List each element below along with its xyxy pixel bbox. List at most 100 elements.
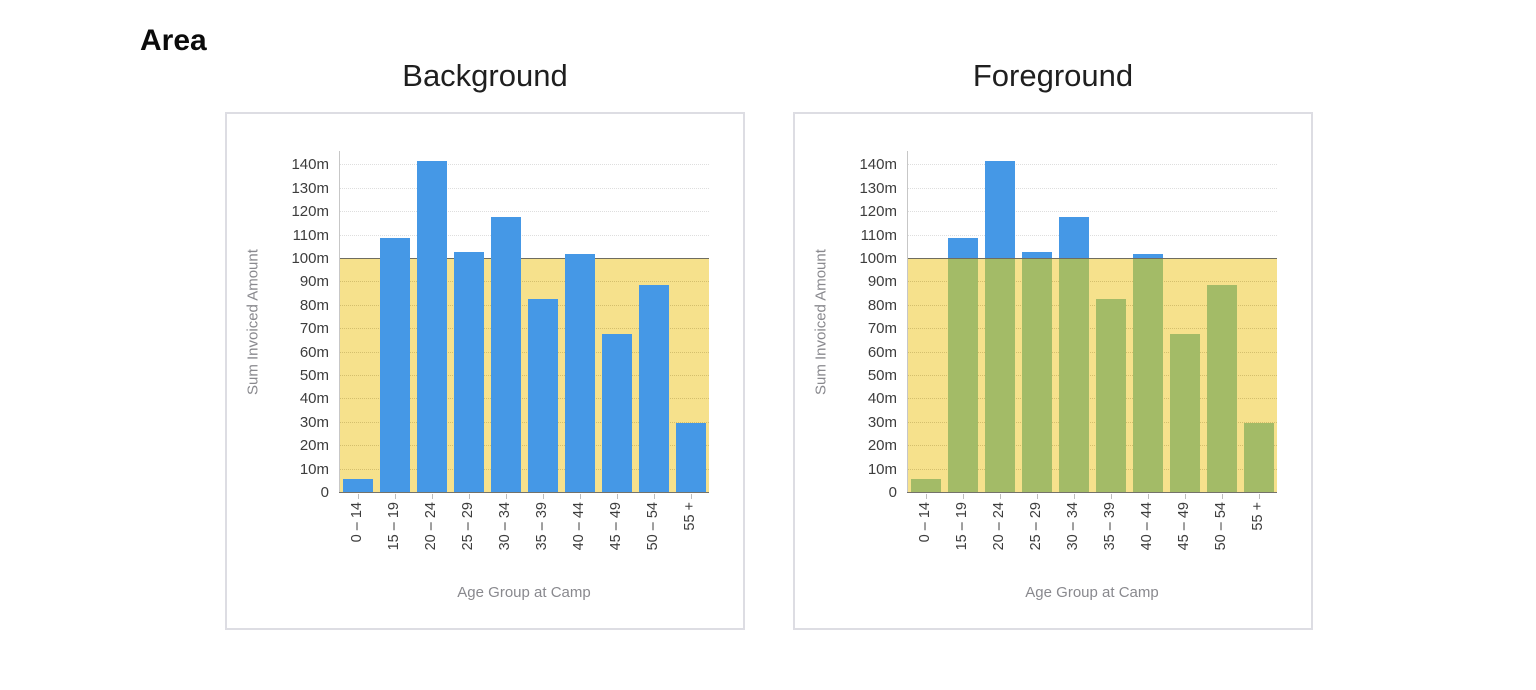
bar-upper xyxy=(453,251,484,259)
bar-upper xyxy=(564,254,595,259)
gridline xyxy=(907,164,1277,166)
x-tick xyxy=(999,494,1001,499)
y-tick-label: 90m xyxy=(867,273,897,291)
gridline-faint xyxy=(907,375,1277,376)
y-tick-label: 110m xyxy=(860,226,897,244)
x-tick xyxy=(542,494,544,499)
x-axis-title: Age Group at Camp xyxy=(457,584,591,601)
gridline-faint xyxy=(907,304,1277,306)
gridline-faint xyxy=(907,468,1277,470)
x-tick-label: 30 – 34 xyxy=(1064,502,1081,551)
bar-upper xyxy=(416,160,447,259)
y-tick-label: 120m xyxy=(291,203,329,221)
y-tick-label: 30m xyxy=(299,413,329,431)
gridline-faint xyxy=(339,351,709,353)
x-tick-label: 40 – 44 xyxy=(570,502,587,551)
x-tick xyxy=(1184,494,1186,499)
bar xyxy=(1132,259,1163,493)
plot-area xyxy=(907,151,1277,493)
chart-panel-background: Background 0 10m 20m 30m 40m 50m 60m 70m 80m 90m 1… xyxy=(225,50,745,630)
bar xyxy=(564,259,595,493)
x-tick-label: 15 – 19 xyxy=(385,502,402,551)
x-tick-label: 55 + xyxy=(681,502,698,531)
y-tick-label: 80m xyxy=(299,296,329,314)
y-tick-label: 10m xyxy=(299,460,329,478)
gridline-faint xyxy=(339,328,709,330)
gridline xyxy=(907,187,1277,189)
x-tick-label: 30 – 34 xyxy=(496,502,513,551)
gridline-faint xyxy=(907,421,1277,423)
x-tick xyxy=(468,494,470,499)
x-tick-label: 20 – 24 xyxy=(990,502,1007,551)
bar xyxy=(1169,333,1200,493)
gridline-faint xyxy=(907,445,1277,447)
plot-area xyxy=(339,151,709,493)
bar xyxy=(910,478,941,493)
chart-panel-foreground: Foreground 0 10m 20m 30m 40m 50m 60m 70m 80m 90m 1… xyxy=(793,50,1313,630)
gridline xyxy=(907,211,1277,213)
x-tick-label: 50 – 54 xyxy=(644,502,661,551)
y-tick-label: 0 xyxy=(320,484,329,501)
gridline-faint xyxy=(907,281,1277,283)
y-tick-label: 70m xyxy=(867,320,897,338)
x-tick xyxy=(1258,494,1260,499)
y-tick-label: 60m xyxy=(299,343,329,361)
x-tick-label: 20 – 24 xyxy=(422,502,439,551)
gridline xyxy=(907,234,1277,236)
x-tick-label: 15 – 19 xyxy=(953,502,970,551)
x-tick xyxy=(579,494,581,499)
x-tick-label: 35 – 39 xyxy=(1101,502,1118,551)
bar-upper xyxy=(1021,251,1052,259)
bar xyxy=(453,259,484,493)
bar xyxy=(984,259,1015,493)
x-tick xyxy=(616,494,618,499)
x-tick xyxy=(505,494,507,499)
x-tick xyxy=(394,494,396,499)
bar-upper xyxy=(984,160,1015,259)
bar xyxy=(638,284,669,493)
chart-title: Background xyxy=(402,58,568,93)
y-tick-label: 110m xyxy=(292,226,329,244)
x-tick xyxy=(653,494,655,499)
x-tick-label: 0 – 14 xyxy=(348,502,365,543)
bar xyxy=(1021,259,1052,493)
x-tick xyxy=(1073,494,1075,499)
bar-upper xyxy=(379,237,410,259)
bar-upper xyxy=(1058,216,1089,259)
x-tick xyxy=(925,494,927,499)
bar xyxy=(342,478,373,493)
x-axis-title: Age Group at Camp xyxy=(1025,584,1159,601)
y-tick-label: 20m xyxy=(867,437,897,455)
page-title: Area xyxy=(140,24,207,57)
gridline xyxy=(339,187,709,189)
bar xyxy=(1243,422,1274,493)
y-tick-label: 40m xyxy=(867,390,897,408)
bar xyxy=(527,298,558,493)
gridline-faint xyxy=(907,328,1277,330)
x-tick xyxy=(357,494,359,499)
y-axis-line xyxy=(339,151,340,493)
y-axis-title: Sum Invoiced Amount xyxy=(812,249,830,395)
y-tick-label: 30m xyxy=(867,413,897,431)
overlay-edge-line xyxy=(907,258,1277,259)
y-tick-label: 140m xyxy=(291,156,329,174)
gridline-faint xyxy=(339,445,709,447)
x-tick-label: 25 – 29 xyxy=(1027,502,1044,551)
gridline xyxy=(339,234,709,236)
y-tick-label: 130m xyxy=(291,179,329,197)
x-tick xyxy=(1221,494,1223,499)
gridline-faint xyxy=(907,398,1277,400)
bar xyxy=(947,259,978,493)
bar xyxy=(601,333,632,493)
bar xyxy=(1095,298,1126,493)
y-tick-label: 70m xyxy=(299,320,329,338)
x-axis-line xyxy=(907,492,1277,493)
x-tick-label: 40 – 44 xyxy=(1138,502,1155,551)
y-tick-label: 100m xyxy=(291,250,329,267)
x-tick-label: 50 – 54 xyxy=(1212,502,1229,551)
x-tick xyxy=(962,494,964,499)
gridline-faint xyxy=(907,351,1277,353)
y-tick-label: 90m xyxy=(299,273,329,291)
chart-title: Foreground xyxy=(972,58,1134,93)
gridline-faint xyxy=(339,398,709,400)
